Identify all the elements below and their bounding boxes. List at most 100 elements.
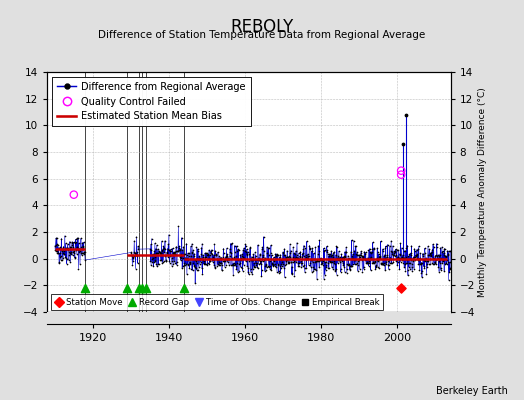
- Point: [394, 254, 402, 260]
- Point: [154, 246, 162, 252]
- Point: [427, 250, 435, 256]
- Point: [433, 255, 442, 262]
- Point: [184, 257, 193, 263]
- Point: [123, 285, 132, 291]
- Point: [401, 112, 410, 118]
- Point: [254, 265, 262, 271]
- Point: [370, 259, 379, 266]
- Point: [80, 251, 89, 258]
- Point: [365, 259, 374, 266]
- Point: [363, 260, 371, 266]
- Point: [441, 253, 450, 260]
- Point: [207, 250, 215, 256]
- Point: [419, 250, 427, 257]
- Point: [57, 235, 66, 242]
- Point: [376, 254, 385, 260]
- Point: [335, 255, 343, 262]
- Point: [248, 257, 257, 263]
- Point: [252, 262, 260, 268]
- Point: [54, 250, 62, 256]
- Point: [242, 249, 250, 256]
- Point: [278, 249, 287, 255]
- Point: [265, 264, 274, 270]
- Point: [264, 262, 272, 269]
- Point: [72, 244, 81, 250]
- Point: [201, 260, 209, 267]
- Point: [391, 248, 399, 254]
- Point: [70, 254, 79, 261]
- Point: [291, 267, 300, 273]
- Point: [150, 259, 158, 266]
- Point: [210, 262, 219, 268]
- Point: [300, 262, 309, 268]
- Point: [230, 262, 238, 268]
- Point: [420, 265, 429, 271]
- Point: [336, 256, 344, 263]
- Point: [174, 247, 183, 254]
- Point: [343, 270, 351, 276]
- Point: [340, 263, 348, 270]
- Point: [332, 252, 340, 258]
- Point: [278, 256, 286, 262]
- Point: [216, 260, 225, 266]
- Point: [325, 265, 333, 272]
- Point: [390, 252, 399, 259]
- Point: [320, 276, 328, 282]
- Point: [67, 251, 75, 258]
- Point: [165, 247, 173, 253]
- Point: [405, 264, 413, 270]
- Point: [375, 251, 383, 258]
- Point: [316, 256, 325, 263]
- Point: [209, 257, 217, 264]
- Point: [405, 260, 413, 266]
- Point: [320, 248, 329, 254]
- Point: [424, 252, 432, 258]
- Point: [189, 260, 197, 266]
- Point: [416, 261, 424, 268]
- Point: [219, 258, 227, 264]
- Point: [198, 270, 206, 277]
- Point: [282, 257, 291, 264]
- Point: [400, 248, 408, 255]
- Point: [269, 262, 278, 269]
- Point: [263, 244, 271, 250]
- Point: [387, 238, 395, 244]
- Point: [130, 250, 139, 256]
- Point: [308, 245, 316, 251]
- Point: [208, 251, 216, 258]
- Point: [394, 247, 402, 253]
- Point: [228, 240, 236, 246]
- Point: [279, 260, 287, 267]
- Point: [276, 268, 285, 275]
- Point: [128, 262, 137, 268]
- Point: [76, 261, 84, 267]
- Point: [387, 248, 395, 254]
- Point: [360, 248, 368, 255]
- Point: [69, 248, 77, 255]
- Point: [365, 258, 373, 264]
- Point: [233, 243, 241, 249]
- Point: [300, 265, 309, 272]
- Point: [425, 256, 434, 262]
- Point: [385, 256, 394, 263]
- Point: [163, 251, 172, 258]
- Point: [407, 251, 415, 258]
- Point: [243, 251, 252, 258]
- Point: [204, 252, 212, 258]
- Point: [217, 254, 226, 261]
- Point: [258, 246, 266, 252]
- Point: [128, 253, 136, 260]
- Point: [401, 260, 410, 267]
- Point: [428, 246, 436, 253]
- Point: [160, 244, 168, 251]
- Point: [412, 252, 421, 258]
- Point: [287, 258, 295, 265]
- Point: [131, 252, 139, 258]
- Point: [320, 247, 329, 253]
- Point: [159, 243, 168, 249]
- Point: [190, 263, 199, 269]
- Point: [269, 262, 277, 269]
- Point: [287, 247, 295, 254]
- Point: [161, 238, 169, 244]
- Point: [422, 255, 430, 261]
